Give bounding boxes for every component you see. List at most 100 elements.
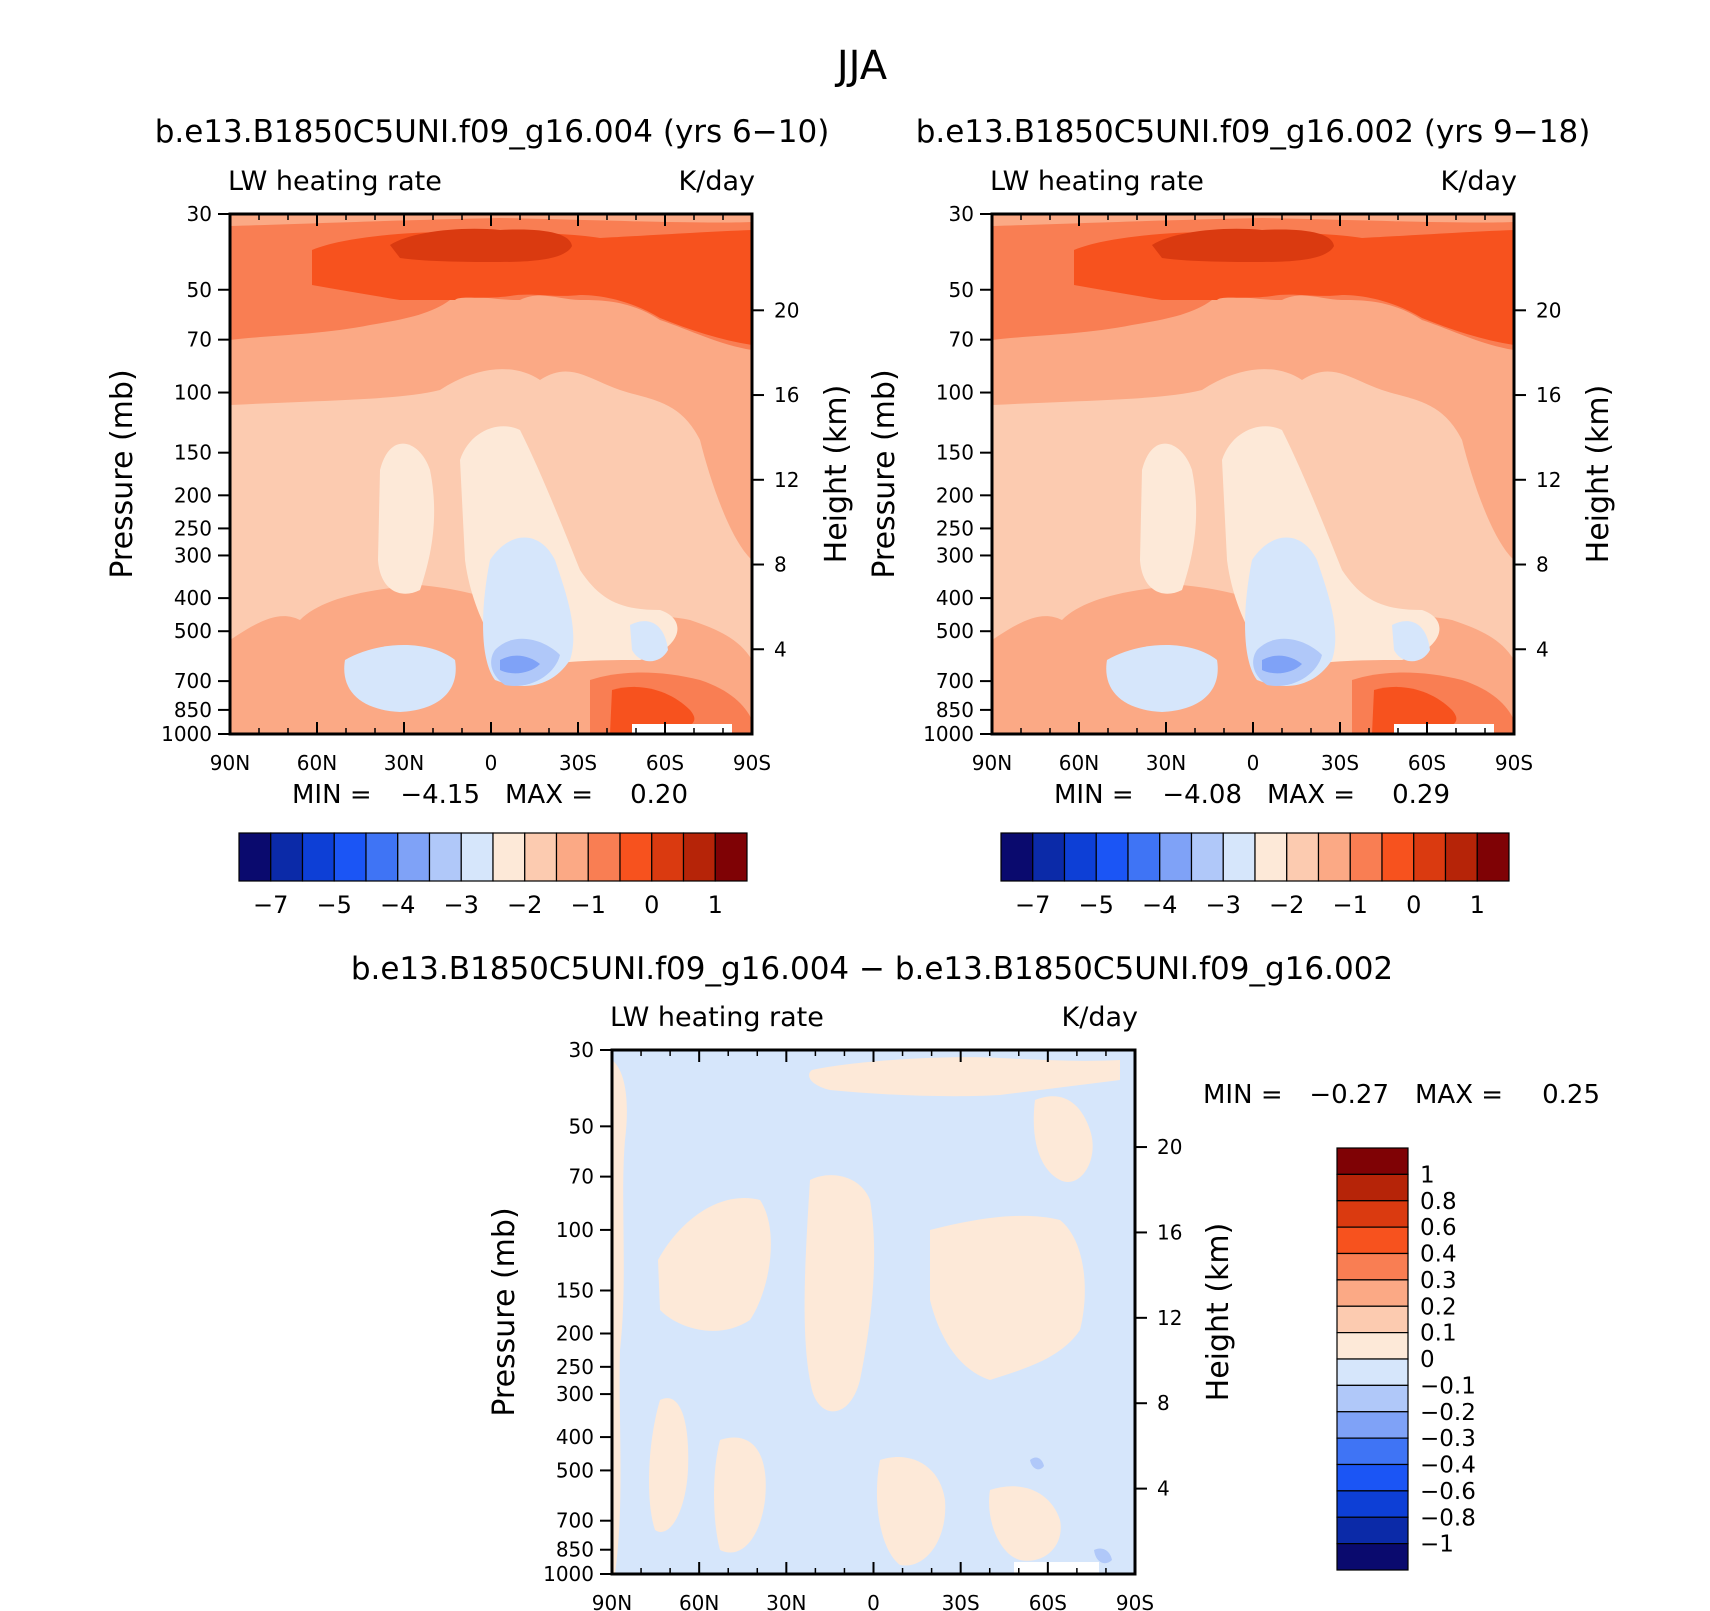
panel-b-units-label: K/day	[1441, 166, 1517, 197]
colorbar-swatch	[1336, 1279, 1409, 1307]
y-tick-label: 400	[174, 586, 212, 610]
x-tick-label: 0	[867, 1591, 880, 1611]
colorbar-label: 1	[1420, 1162, 1435, 1188]
y-tick-label: 30	[569, 1038, 594, 1062]
colorbar-swatch	[714, 832, 748, 882]
y-tick-label: 700	[936, 669, 974, 693]
panel-a-min-value: −4.15	[400, 780, 480, 810]
colorbar-swatch	[1063, 832, 1097, 882]
colorbar-swatch	[397, 832, 431, 882]
x-tick-label: 90N	[592, 1591, 632, 1611]
y2-tick-label: 8	[774, 553, 787, 577]
y-tick-label: 30	[187, 202, 212, 226]
colorbar-swatch	[1190, 832, 1224, 882]
contour-upper-darkred	[1152, 228, 1334, 262]
panel-b-x-axis: 90N 60N 30N 0 30S 60S 90S	[972, 214, 1533, 775]
colorbar-swatch	[1317, 832, 1351, 882]
colorbar-swatch	[1336, 1490, 1409, 1518]
y2-tick-label: 20	[1157, 1135, 1182, 1159]
panel-c-title: b.e13.B1850C5UNI.f09_g16.004 − b.e13.B18…	[351, 951, 1393, 987]
y2-tick-label: 16	[1157, 1220, 1182, 1244]
y-tick-label: 1000	[543, 1562, 594, 1586]
x-tick-label: 30S	[1321, 751, 1359, 775]
colorbar-swatch	[270, 832, 304, 882]
colorbar-swatch	[1336, 1358, 1409, 1386]
colorbar-swatch	[619, 832, 653, 882]
x-tick-label: 60S	[1029, 1591, 1067, 1611]
panel-a-title: b.e13.B1850C5UNI.f09_g16.004 (yrs 6−10)	[155, 114, 830, 150]
panel-c-x-axis: 90N 60N 30N 0 30S 60S 90S	[592, 1050, 1154, 1611]
contour-midtrop-nh-positive	[658, 1198, 771, 1331]
y-tick-label: 50	[949, 278, 974, 302]
y-tick-label: 1000	[923, 722, 974, 746]
y-tick-label: 400	[936, 586, 974, 610]
contour-tropical-min	[500, 655, 540, 674]
y-tick-label: 250	[556, 1355, 594, 1379]
colorbar-swatch	[238, 832, 272, 882]
colorbar-label: 0.3	[1420, 1268, 1457, 1294]
colorbar-swatch	[1336, 1384, 1409, 1413]
colorbar-label: −4	[1142, 891, 1177, 919]
y-tick-label: 100	[174, 381, 212, 405]
y-tick-label: 700	[174, 669, 212, 693]
panel-b-min-label: MIN =	[1054, 780, 1134, 810]
colorbar-label: −1	[571, 891, 606, 919]
contour-top-light-band	[230, 214, 752, 226]
colorbar-swatch	[587, 832, 621, 882]
x-tick-label: 90N	[972, 751, 1012, 775]
colorbar-label: −0.8	[1420, 1505, 1476, 1531]
colorbar-swatch	[555, 832, 589, 882]
contour-sh-upper-positive	[1033, 1096, 1093, 1182]
y-tick-label: 70	[949, 328, 974, 352]
panel-c-units-label: K/day	[1062, 1002, 1138, 1033]
y2-tick-label: 16	[1536, 383, 1561, 407]
colorbar-label: −2	[1269, 891, 1304, 919]
contour-lower-sh-positive	[876, 1456, 946, 1566]
colorbar-swatch	[524, 832, 558, 882]
panel-a-y-label: Pressure (mb)	[105, 369, 140, 578]
y-tick-label: 300	[556, 1382, 594, 1406]
x-tick-label: 0	[485, 751, 498, 775]
y2-tick-label: 20	[774, 298, 799, 322]
colorbar-label: −3	[1206, 891, 1241, 919]
panel-b-max-value: 0.29	[1392, 780, 1450, 810]
colorbar-label: −0.2	[1420, 1400, 1476, 1426]
colorbar-label: −0.6	[1420, 1479, 1476, 1505]
y2-tick-label: 4	[774, 637, 787, 661]
colorbar-swatch	[1381, 832, 1415, 882]
y-tick-label: 150	[936, 441, 974, 465]
colorbar-swatch	[1336, 1543, 1409, 1571]
contour-sh-surface-red	[1372, 686, 1457, 734]
colorbar-swatch	[301, 832, 335, 882]
panel-a-units-label: K/day	[679, 166, 755, 197]
y2-tick-label: 12	[774, 468, 799, 492]
y-tick-label: 500	[936, 619, 974, 643]
x-tick-label: 60N	[1059, 751, 1099, 775]
x-tick-label: 90N	[210, 751, 250, 775]
x-tick-label: 60N	[679, 1591, 719, 1611]
y-tick-label: 850	[174, 698, 212, 722]
contour-subtropical-cold-sh	[630, 621, 668, 662]
y2-tick-label: 12	[1157, 1306, 1182, 1330]
colorbar-swatch	[1413, 832, 1447, 882]
y-tick-label: 200	[556, 1321, 594, 1345]
x-tick-label: 30S	[559, 751, 597, 775]
contour-top-light-band	[992, 214, 1514, 226]
panel-a-colorbar: −7 −5 −4 −3 −2 −1 0 1	[238, 832, 748, 919]
colorbar-swatch	[1286, 832, 1320, 882]
colorbar-swatch	[1254, 832, 1288, 882]
colorbar-swatch	[651, 832, 685, 882]
contour-sh-surface-red	[610, 686, 695, 734]
panel-c-y-label: Pressure (mb)	[487, 1207, 522, 1416]
panel-a-y2-axis: 20 16 12 8 4	[752, 298, 799, 661]
panel-b: b.e13.B1850C5UNI.f09_g16.002 (yrs 9−18) …	[867, 114, 1616, 919]
colorbar-label: −5	[1079, 891, 1114, 919]
colorbar-swatch	[1336, 1226, 1409, 1255]
colorbar-swatch	[1000, 832, 1034, 882]
y-tick-label: 300	[174, 543, 212, 567]
y-tick-label: 1000	[161, 722, 212, 746]
colorbar-swatch	[1095, 832, 1129, 882]
colorbar-label: 0	[1406, 891, 1421, 919]
y-tick-label: 30	[949, 202, 974, 226]
